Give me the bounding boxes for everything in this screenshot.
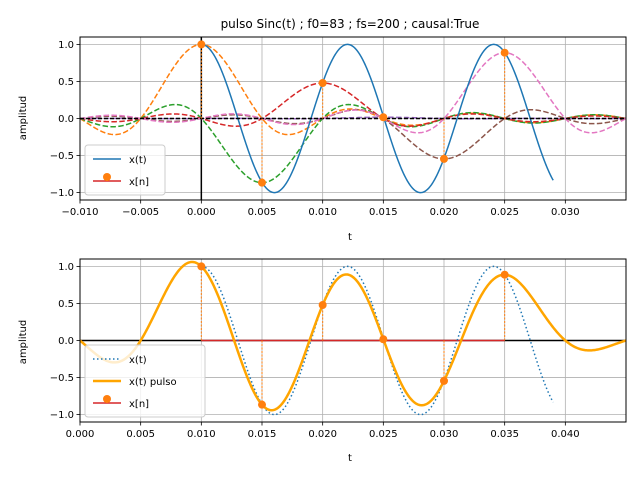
y-tick-label: −0.5 [50,373,74,384]
legend-label: x(t) [129,355,147,366]
legend-label: x[n] [129,177,149,188]
plot-area [80,37,626,200]
x-tick-label: 0.000 [187,207,216,218]
x-tick-label: −0.010 [61,207,98,218]
x-tick-label: 0.030 [430,429,459,440]
y-tick-label: −0.5 [50,151,74,162]
y-tick-label: 0.0 [58,336,74,347]
legend-marker [103,173,111,181]
y-tick-label: 0.0 [58,114,74,125]
sample-marker [500,48,509,57]
legend-frame [84,344,206,418]
legend-marker [103,395,111,403]
sample-marker [500,270,509,279]
sample-marker [379,113,388,122]
x-tick-label: 0.005 [126,429,155,440]
y-tick-label: −1.0 [50,410,74,421]
sample-marker [440,154,448,163]
sinc-pulse-line [80,103,626,184]
x-tick-label: 0.010 [187,429,216,440]
x-tick-label: 0.030 [551,207,580,218]
sample-marker [258,178,266,187]
plot-area [80,260,626,416]
x-tick-label: −0.005 [122,207,159,218]
axes-frame [79,36,627,201]
sinc-pulse-line [80,82,626,127]
x-tick-label: 0.040 [551,429,580,440]
x-tick-label: 0.025 [369,429,398,440]
sample-marker [258,400,266,409]
legend-label: x(t) [129,155,147,166]
pulse-line [80,260,626,412]
legend: x(t) x[n] [84,144,166,196]
x-tick-label: 0.005 [248,207,277,218]
axes-frame [79,258,627,423]
x-tick-label: 0.015 [248,429,277,440]
sample-marker [379,335,388,344]
x-tick-label: 0.020 [308,429,337,440]
y-axis-label: amplitud [18,96,29,140]
sample-marker [197,40,206,49]
sample-marker [440,376,448,385]
y-tick-label: 0.5 [58,77,74,88]
sample-marker [318,301,327,310]
y-tick-label: 0.5 [58,299,74,310]
y-axis-label: amplitud [18,320,29,364]
legend-label: x(t) pulso [129,377,177,388]
x-tick-label: 0.035 [490,429,519,440]
sample-marker [197,262,206,271]
sample-marker [318,79,327,88]
x-tick-label: 0.000 [66,429,95,440]
x-tick-label: 0.015 [369,207,398,218]
sinc-pulse-line [80,43,626,136]
top-plot: −0.010 −0.005 0.000 0.005 0.010 0.015 0.020 0.0… [50,36,627,218]
y-tick-label: 1.0 [58,40,74,51]
x-tick-label: 0.020 [430,207,459,218]
sinc-pulse-line [80,108,626,160]
y-tick-label: 1.0 [58,262,74,273]
legend: x(t) x(t) pulso x[n] [84,344,206,418]
chart-title: pulso Sinc(t) ; f0=83 ; fs=200 ; causal:… [221,17,480,31]
bottom-plot: 0.000 0.005 0.010 0.015 0.020 0.025 0.030 0.035… [50,258,627,440]
legend-label: x[n] [129,399,149,410]
x-axis-label: t [348,232,352,243]
x-axis-label: t [348,453,352,464]
sinc-pulse-line [80,51,626,134]
y-tick-label: −1.0 [50,188,74,199]
x-tick-label: 0.010 [308,207,337,218]
signal-line [201,43,554,194]
x-tick-label: 0.025 [490,207,519,218]
legend-frame [84,144,166,196]
